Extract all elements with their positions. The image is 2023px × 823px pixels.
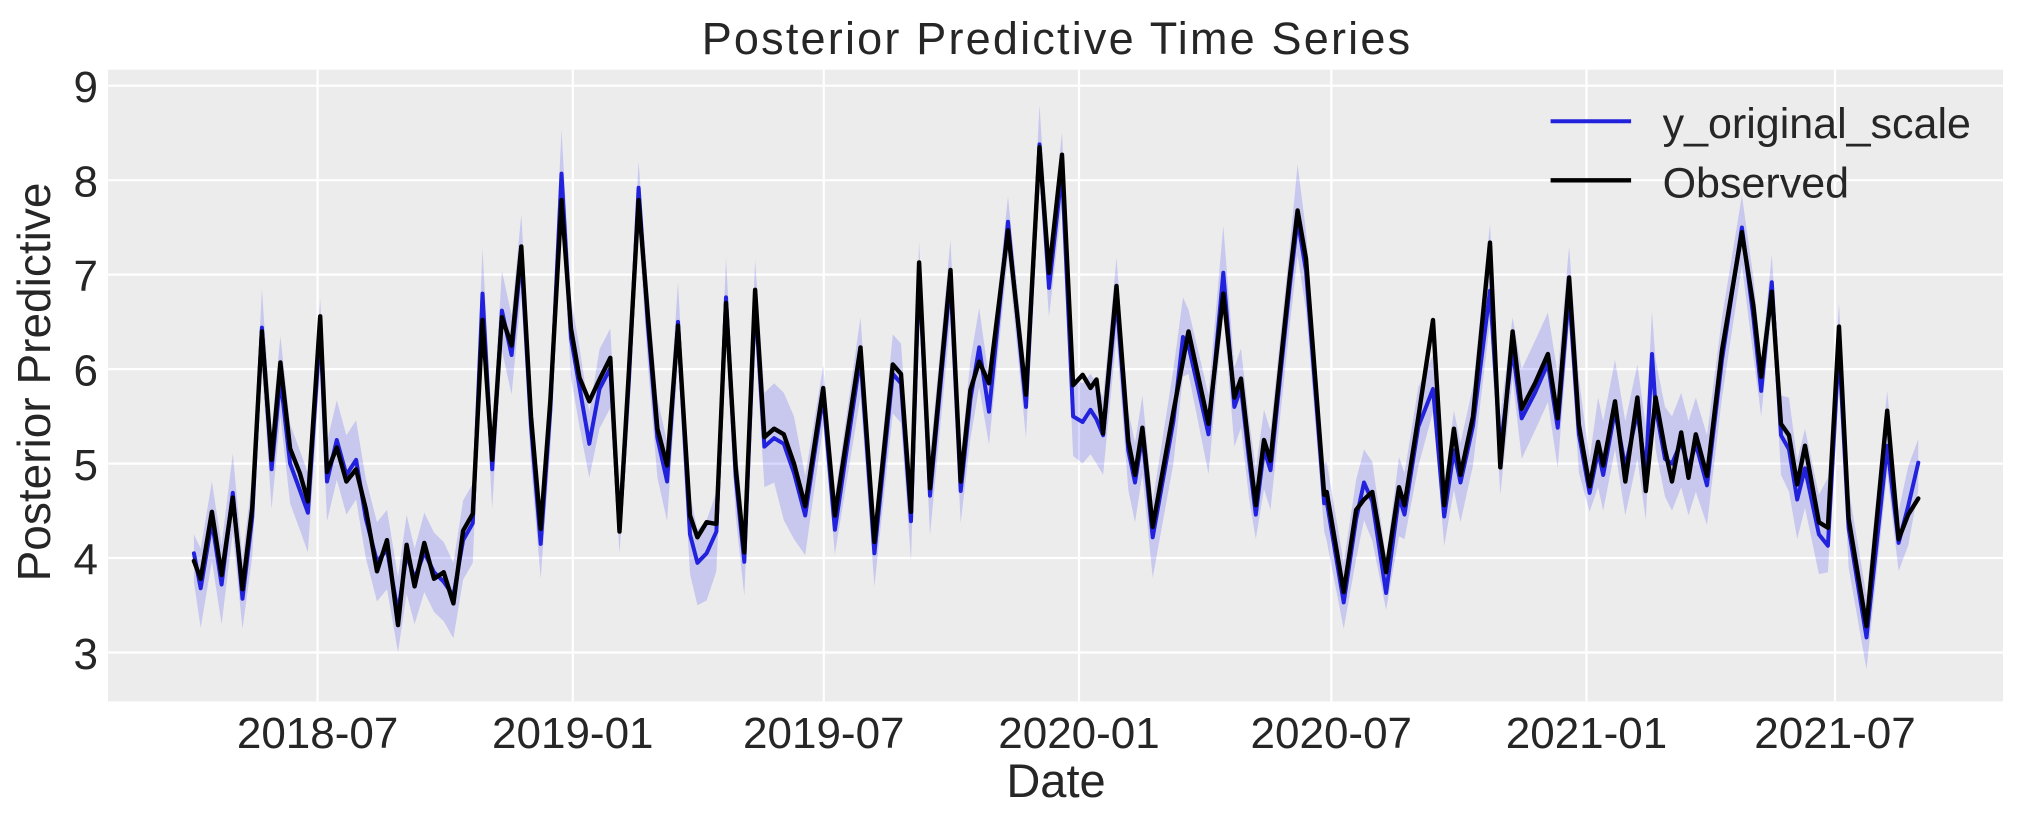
svg-text:2021-01: 2021-01 <box>1506 709 1667 758</box>
svg-text:Posterior Predictive: Posterior Predictive <box>8 183 60 582</box>
svg-text:2019-01: 2019-01 <box>492 709 653 758</box>
svg-text:2020-01: 2020-01 <box>998 709 1159 758</box>
svg-text:2021-07: 2021-07 <box>1754 709 1915 758</box>
svg-text:Date: Date <box>1006 754 1105 807</box>
svg-text:3: 3 <box>74 630 98 679</box>
svg-text:7: 7 <box>74 252 98 301</box>
svg-text:2018-07: 2018-07 <box>237 709 398 758</box>
svg-text:2020-07: 2020-07 <box>1251 709 1412 758</box>
svg-text:5: 5 <box>74 441 98 490</box>
svg-text:Observed: Observed <box>1663 159 1849 207</box>
svg-text:4: 4 <box>74 536 98 585</box>
svg-text:Posterior Predictive Time Seri: Posterior Predictive Time Series <box>702 13 1413 64</box>
svg-text:8: 8 <box>74 158 98 207</box>
svg-text:9: 9 <box>74 63 98 112</box>
svg-text:2019-07: 2019-07 <box>743 709 904 758</box>
svg-text:6: 6 <box>74 347 98 396</box>
svg-text:y_original_scale: y_original_scale <box>1663 100 1971 148</box>
